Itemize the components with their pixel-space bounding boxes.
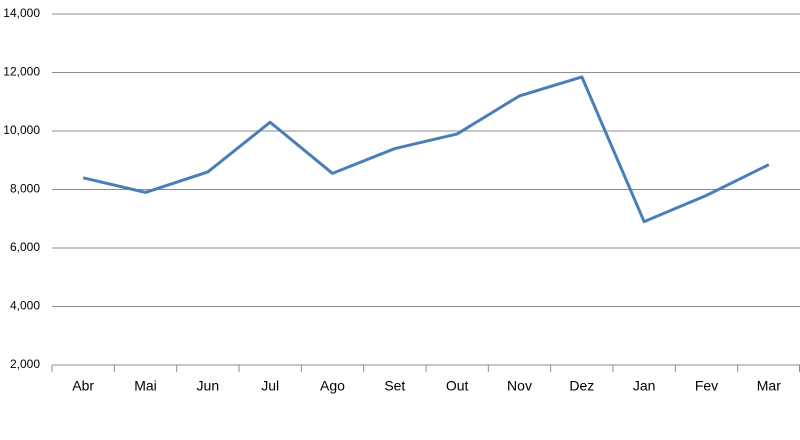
x-tick-label: Fev — [695, 378, 718, 394]
x-tick-label: Mai — [134, 378, 157, 394]
y-tick-label: 2,000 — [10, 357, 40, 371]
x-tick-label: Jan — [633, 378, 656, 394]
x-tick-label: Nov — [507, 378, 532, 394]
x-tick-label: Dez — [569, 378, 594, 394]
x-tick-label: Ago — [320, 378, 345, 394]
x-tick-label: Jun — [197, 378, 220, 394]
x-tick-label: Out — [446, 378, 469, 394]
y-tick-label: 10,000 — [3, 123, 40, 137]
data-line — [82, 75, 770, 224]
y-tick-label: 4,000 — [10, 299, 40, 313]
y-tick-label: 6,000 — [10, 240, 40, 254]
x-tick-label: Abr — [72, 378, 94, 394]
y-tick-label: 8,000 — [10, 182, 40, 196]
y-tick-label: 12,000 — [3, 65, 40, 79]
x-tick-label: Mar — [757, 378, 781, 394]
x-tick-label: Set — [384, 378, 405, 394]
y-tick-label: 14,000 — [3, 6, 40, 20]
x-tick-label: Jul — [261, 378, 279, 394]
